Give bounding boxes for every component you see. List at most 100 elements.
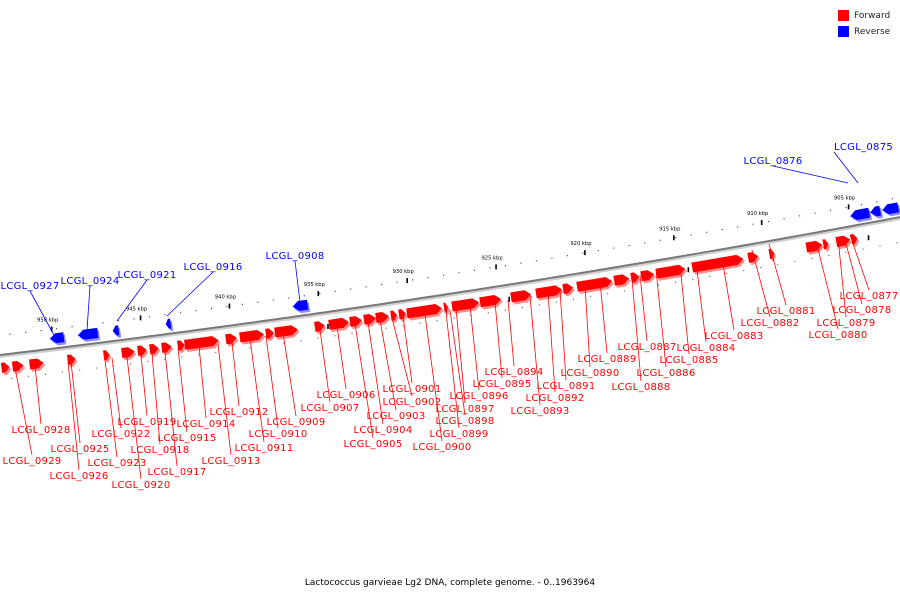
label-lcgl-0902-leader <box>391 317 413 397</box>
reverse-gene-body <box>292 299 309 311</box>
scale-dot <box>334 290 336 292</box>
forward-gene-body <box>177 340 185 351</box>
label-lcgl-0875-leader <box>833 151 859 184</box>
scale-dot <box>706 231 708 233</box>
scale-dot <box>582 252 584 254</box>
forward-gene-body <box>691 254 744 273</box>
label-lcgl-0885-leader <box>679 264 690 355</box>
forward-gene-body <box>655 264 686 279</box>
forward-gene-body <box>747 252 759 263</box>
forward-gene-body <box>328 317 349 330</box>
label-lcgl-0928: LCGL_0928 <box>11 425 70 436</box>
forward-gene <box>691 254 746 275</box>
forward-gene <box>328 317 351 333</box>
label-lcgl-0880: LCGL_0880 <box>808 330 867 341</box>
forward-gene-body <box>161 342 172 353</box>
tick-label: 950 kbp <box>37 318 59 324</box>
label-lcgl-0883: LCGL_0883 <box>704 331 763 342</box>
label-lcgl-0912: LCGL_0912 <box>209 407 268 418</box>
label-lcgl-0919: LCGL_0919 <box>117 417 176 428</box>
label-lcgl-0921-leader <box>116 279 148 322</box>
forward-gene <box>655 264 688 281</box>
scale-dot-lower <box>436 320 438 322</box>
label-lcgl-0893: LCGL_0893 <box>510 406 569 417</box>
label-lcgl-0898-leader <box>449 309 466 416</box>
forward-gene <box>805 240 825 255</box>
scale-dot <box>752 223 754 225</box>
label-lcgl-0910: LCGL_0910 <box>248 429 307 440</box>
forward-gene-body <box>225 333 237 345</box>
scale-dot-lower <box>658 284 660 286</box>
scale-dot <box>814 212 816 214</box>
label-lcgl-0875: LCGL_0875 <box>834 142 893 153</box>
scale-dot <box>102 322 104 324</box>
scale-dot-lower <box>147 360 149 363</box>
forward-gene-body <box>149 343 159 355</box>
forward-gene-body <box>640 270 655 282</box>
label-lcgl-0916: LCGL_0916 <box>183 262 242 273</box>
scale-dot-lower <box>777 263 779 266</box>
label-lcgl-0886: LCGL_0886 <box>636 368 695 379</box>
scale-dot <box>845 206 847 209</box>
label-lcgl-0925: LCGL_0925 <box>50 444 109 455</box>
label-lcgl-0905-leader <box>354 323 374 439</box>
reverse-gene-body <box>870 205 882 217</box>
reverse-gene <box>49 332 67 346</box>
label-lcgl-0927: LCGL_0927 <box>0 281 59 292</box>
forward-gene <box>406 304 444 321</box>
scale-dot-lower <box>113 365 115 367</box>
label-lcgl-0911-leader <box>249 338 265 443</box>
forward-gene-body <box>562 283 574 295</box>
label-lcgl-0896-leader <box>469 305 480 391</box>
label-lcgl-0895-leader <box>494 301 503 379</box>
scale-dot <box>613 247 615 249</box>
scale-dot-lower <box>334 335 336 337</box>
label-lcgl-0888: LCGL_0888 <box>611 382 670 393</box>
label-lcgl-0884: LCGL_0884 <box>676 343 735 354</box>
label-lcgl-0924: LCGL_0924 <box>60 276 119 287</box>
forward-gene <box>375 312 391 326</box>
scale-dot-lower <box>504 309 506 311</box>
reverse-gene <box>165 318 174 332</box>
tick-label: 935 kbp <box>304 282 326 288</box>
label-lcgl-0881: LCGL_0881 <box>756 306 815 317</box>
scale-dot-lower <box>385 327 387 329</box>
scale-dot <box>303 295 305 297</box>
scale-dot <box>241 303 243 305</box>
label-lcgl-0888-leader <box>631 278 642 382</box>
scale-dot <box>721 229 723 231</box>
label-lcgl-0915: LCGL_0915 <box>157 433 216 444</box>
genome-backbone <box>0 216 900 356</box>
scale-dot <box>783 218 785 220</box>
label-lcgl-0904: LCGL_0904 <box>353 425 412 436</box>
scale-dot-lower <box>726 272 728 275</box>
label-lcgl-0900-leader <box>424 314 443 442</box>
scale-dot <box>520 262 522 264</box>
label-lcgl-0899-leader <box>445 311 460 429</box>
label-lcgl-0921: LCGL_0921 <box>117 270 176 281</box>
forward-gene <box>28 358 46 372</box>
label-lcgl-0890-leader <box>584 284 591 368</box>
scale-dot-lower <box>589 295 592 298</box>
scale-dot <box>412 279 414 281</box>
forward-gene <box>225 333 239 347</box>
forward-gene <box>161 342 174 356</box>
tick-label: 905 kbp <box>834 195 856 201</box>
forward-gene <box>613 274 632 288</box>
scale-dot-lower <box>283 342 285 344</box>
label-lcgl-0904-leader <box>367 321 384 425</box>
label-lcgl-0918-leader <box>151 353 161 445</box>
forward-gene-body <box>375 312 389 323</box>
label-lcgl-0902: LCGL_0902 <box>382 397 441 408</box>
scale-dot-lower <box>130 363 132 365</box>
label-lcgl-0901: LCGL_0901 <box>382 384 441 395</box>
reverse-gene-body <box>850 207 871 221</box>
forward-gene <box>640 270 657 284</box>
scale-dot <box>597 250 599 252</box>
forward-gene-body <box>535 285 563 299</box>
reverse-gene <box>882 202 900 217</box>
forward-gene <box>177 340 187 354</box>
reverse-gene <box>870 205 884 219</box>
scale-dot <box>644 242 646 244</box>
tick-label: 915 kbp <box>659 226 681 232</box>
